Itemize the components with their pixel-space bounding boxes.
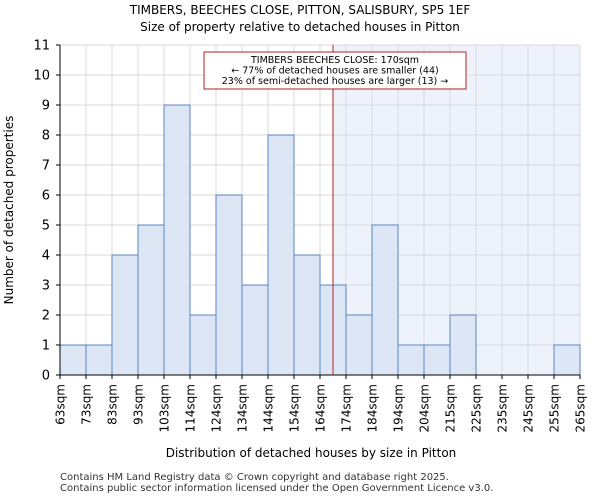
x-tick-label: 204sqm (418, 384, 432, 432)
annotation-box (203, 51, 467, 90)
histogram-bar (137, 224, 165, 376)
x-tick-label: 245sqm (522, 384, 536, 432)
x-tick-label: 124sqm (210, 384, 224, 432)
x-tick-label: 114sqm (184, 384, 198, 432)
y-tick-label: 8 (42, 129, 50, 144)
y-tick-label: 3 (42, 279, 50, 294)
y-tick-label: 7 (42, 159, 50, 174)
histogram-bar (553, 344, 581, 376)
histogram-bar (215, 194, 243, 376)
x-tick-label: 144sqm (262, 384, 276, 432)
x-tick-label: 154sqm (288, 384, 302, 432)
histogram-bar (267, 134, 295, 376)
histogram-bar (241, 284, 269, 376)
annotation-line-3: 23% of semi-detached houses are larger (… (222, 76, 449, 87)
y-tick-label: 1 (42, 339, 50, 354)
x-tick-label: 73sqm (80, 384, 94, 425)
histogram-bar (85, 344, 113, 376)
histogram-bar (423, 344, 451, 376)
y-tick-label: 9 (42, 99, 50, 114)
y-tick-label: 11 (33, 39, 50, 54)
x-tick-label: 215sqm (444, 384, 458, 432)
footer-copyright: Contains HM Land Registry data © Crown c… (60, 472, 449, 483)
x-tick-label: 235sqm (496, 384, 510, 432)
x-tick-label: 225sqm (470, 384, 484, 432)
x-tick-label: 103sqm (158, 384, 172, 432)
annotation-line-2: ← 77% of detached houses are smaller (44… (231, 66, 438, 77)
x-tick-label: 134sqm (236, 384, 250, 432)
y-tick-label: 5 (42, 219, 50, 234)
histogram-bar (293, 254, 321, 376)
x-axis-label: Distribution of detached houses by size … (166, 446, 457, 460)
histogram-bar (189, 314, 217, 376)
histogram-bar (111, 254, 139, 376)
x-tick-label: 194sqm (392, 384, 406, 432)
histogram-bar (163, 104, 191, 376)
chart-subtitle: Size of property relative to detached ho… (140, 20, 460, 34)
y-tick-label: 0 (42, 369, 50, 384)
y-axis-label: Number of detached properties (2, 116, 16, 305)
histogram-bar (397, 344, 425, 376)
histogram-bar (449, 314, 477, 376)
x-tick-label: 174sqm (340, 384, 354, 432)
x-tick-label: 83sqm (106, 384, 120, 425)
y-tick-label: 10 (33, 69, 50, 84)
x-tick-label: 63sqm (54, 384, 68, 425)
x-tick-label: 164sqm (314, 384, 328, 432)
x-tick-label: 255sqm (548, 384, 562, 432)
plot-area: 0 1 2 3 4 5 6 7 8 9 10 11 63sqm 73sqm 83sqm 93sqm 103sqm… (33, 39, 587, 433)
histogram-bar (371, 224, 399, 376)
histogram-bar (345, 314, 373, 376)
x-tick-label: 265sqm (574, 384, 588, 432)
y-tick-label: 2 (42, 309, 50, 324)
footer-licence: Contains public sector information licen… (60, 483, 494, 494)
x-tick-label: 184sqm (366, 384, 380, 432)
x-tick-label: 93sqm (132, 384, 146, 425)
annotation-line-1: TIMBERS BEECHES CLOSE: 170sqm (250, 55, 419, 66)
histogram-bar (59, 344, 87, 376)
chart-title: TIMBERS, BEECHES CLOSE, PITTON, SALISBUR… (129, 3, 471, 17)
y-tick-label: 6 (42, 189, 50, 204)
y-tick-label: 4 (42, 249, 50, 264)
